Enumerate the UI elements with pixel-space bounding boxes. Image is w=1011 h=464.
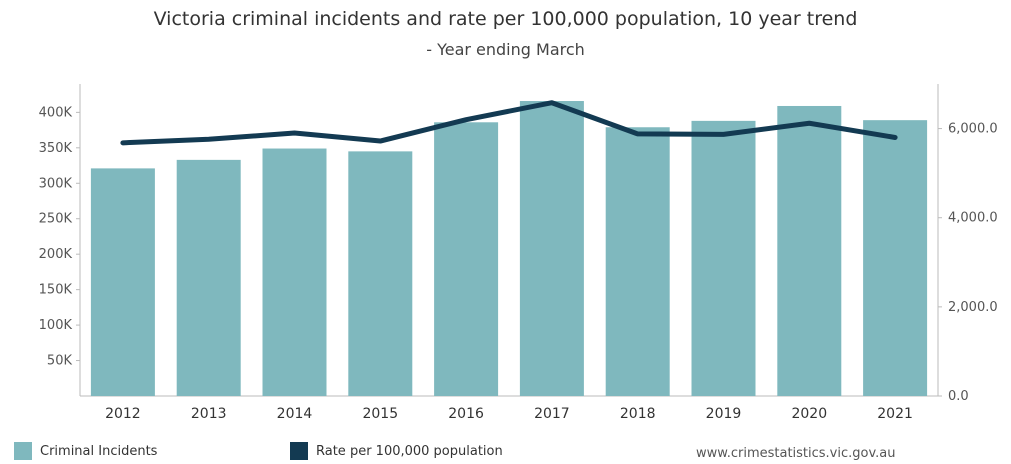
right-tick-label: 0.0: [948, 389, 969, 404]
right-tick-label: 6,000.0: [948, 122, 998, 137]
x-tick-label-2021: 2021: [877, 406, 913, 422]
left-tick-label: 300K: [39, 176, 73, 191]
x-tick-label-2020: 2020: [791, 406, 827, 422]
x-tick-label-2018: 2018: [620, 406, 656, 422]
bar-2017: [519, 101, 584, 396]
bar-2014: [262, 148, 327, 396]
left-tick-label: 400K: [39, 105, 73, 120]
bar-2012: [90, 168, 155, 396]
bar-2019: [691, 120, 756, 396]
legend-label-criminal-incidents: Criminal Incidents: [40, 443, 158, 459]
left-tick-label: 350K: [39, 141, 73, 156]
left-tick-label: 200K: [39, 247, 73, 262]
x-tick-label-2013: 2013: [191, 406, 227, 422]
x-tick-label-2016: 2016: [448, 406, 484, 422]
bar-2015: [348, 151, 413, 396]
x-tick-label-2012: 2012: [105, 406, 141, 422]
right-tick-label: 4,000.0: [948, 211, 998, 226]
legend-item-criminal-incidents: Criminal Incidents: [14, 442, 157, 460]
x-tick-label-2017: 2017: [534, 406, 570, 422]
right-tick-label: 2,000.0: [948, 300, 998, 315]
bar-2018: [605, 127, 670, 396]
bar-2021: [863, 120, 928, 396]
x-tick-label-2014: 2014: [277, 406, 313, 422]
legend-swatch-line: [290, 442, 308, 460]
bar-2013: [176, 159, 241, 396]
rate-line: [120, 100, 898, 146]
chart-title: Victoria criminal incidents and rate per…: [153, 8, 858, 30]
left-tick-label: 100K: [39, 318, 73, 333]
chart-subtitle: - Year ending March: [426, 40, 585, 59]
legend-item-rate: Rate per 100,000 population: [290, 442, 503, 460]
x-tick-label-2015: 2015: [362, 406, 398, 422]
left-tick-label: 150K: [39, 283, 73, 298]
left-tick-label: 250K: [39, 212, 73, 227]
x-tick-label-2019: 2019: [706, 406, 742, 422]
legend-swatch-bar: [14, 442, 32, 460]
source-url: www.crimestatistics.vic.gov.au: [696, 446, 896, 461]
legend-label-rate: Rate per 100,000 population: [316, 443, 503, 459]
bar-2016: [434, 122, 499, 397]
left-tick-label: 50K: [47, 354, 73, 369]
bar-2020: [777, 105, 842, 397]
